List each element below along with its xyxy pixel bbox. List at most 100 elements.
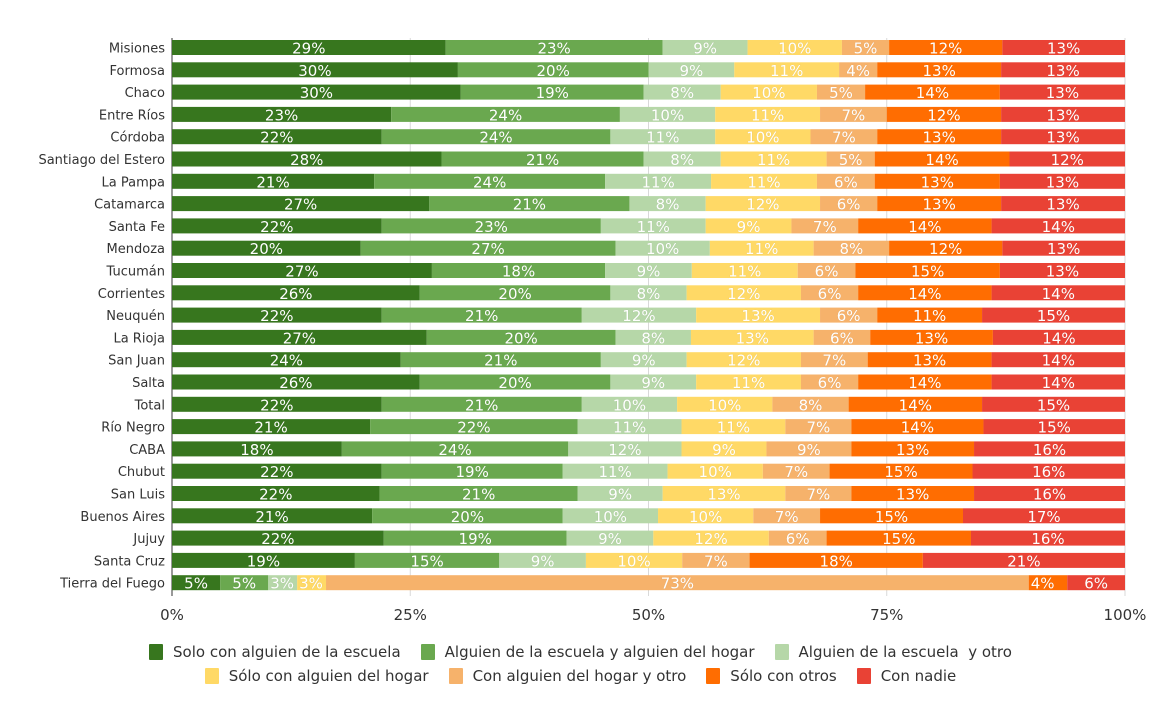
bar-segment[interactable]: [419, 285, 611, 301]
bar-segment[interactable]: [400, 352, 601, 368]
bar-segment[interactable]: [991, 352, 1125, 368]
bar-segment[interactable]: [172, 352, 401, 368]
bar-segment[interactable]: [381, 129, 611, 145]
bar-segment[interactable]: [681, 419, 786, 435]
bar-segment[interactable]: [172, 173, 375, 189]
bar-segment[interactable]: [610, 374, 697, 390]
bar-segment[interactable]: [326, 575, 1029, 591]
bar-segment[interactable]: [820, 196, 878, 212]
bar-segment[interactable]: [577, 486, 663, 501]
bar-segment[interactable]: [886, 106, 1002, 122]
bar-segment[interactable]: [974, 486, 1125, 501]
bar-segment[interactable]: [172, 374, 420, 390]
bar-segment[interactable]: [800, 352, 868, 368]
bar-segment[interactable]: [605, 263, 692, 278]
bar-segment[interactable]: [391, 106, 620, 122]
bar-segment[interactable]: [1001, 106, 1125, 122]
bar-segment[interactable]: [983, 419, 1125, 435]
bar-segment[interactable]: [172, 508, 373, 524]
bar-segment[interactable]: [648, 62, 735, 78]
bar-segment[interactable]: [848, 396, 983, 412]
bar-segment[interactable]: [172, 530, 384, 546]
bar-segment[interactable]: [816, 84, 866, 100]
bar-segment[interactable]: [813, 329, 871, 345]
bar-segment[interactable]: [643, 151, 721, 167]
bar-segment[interactable]: [1002, 40, 1125, 55]
bar-segment[interactable]: [677, 396, 773, 412]
bar-segment[interactable]: [705, 218, 792, 234]
bar-segment[interactable]: [499, 552, 586, 568]
bar-segment[interactable]: [172, 463, 382, 479]
bar-segment[interactable]: [715, 129, 811, 145]
bar-segment[interactable]: [734, 62, 840, 78]
bar-segment[interactable]: [370, 419, 578, 435]
bar-segment[interactable]: [820, 106, 887, 122]
bar-segment[interactable]: [610, 285, 687, 301]
bar-segment[interactable]: [855, 263, 1000, 278]
bar-segment[interactable]: [747, 40, 842, 55]
bar-segment[interactable]: [268, 575, 298, 591]
bar-segment[interactable]: [374, 173, 606, 189]
bar-segment[interactable]: [816, 173, 875, 189]
bar-segment[interactable]: [858, 374, 992, 390]
bar-segment[interactable]: [562, 463, 668, 479]
bar-segment[interactable]: [999, 84, 1125, 100]
legend-item-escuela-otro[interactable]: Alguien de la escuela y otro: [774, 643, 1012, 661]
bar-segment[interactable]: [877, 129, 1002, 145]
bar-segment[interactable]: [172, 552, 355, 568]
bar-segment[interactable]: [379, 486, 578, 501]
bar-segment[interactable]: [711, 173, 817, 189]
bar-segment[interactable]: [581, 396, 678, 412]
bar-segment[interactable]: [1001, 196, 1125, 212]
bar-segment[interactable]: [851, 419, 984, 435]
bar-segment[interactable]: [992, 329, 1125, 345]
bar-segment[interactable]: [381, 463, 563, 479]
bar-segment[interactable]: [172, 575, 221, 591]
bar-segment[interactable]: [172, 240, 361, 256]
bar-segment[interactable]: [653, 530, 769, 546]
bar-segment[interactable]: [691, 263, 798, 278]
bar-segment[interactable]: [991, 218, 1125, 234]
bar-segment[interactable]: [991, 285, 1125, 301]
bar-segment[interactable]: [381, 307, 582, 323]
bar-segment[interactable]: [600, 352, 687, 368]
bar-segment[interactable]: [431, 263, 606, 278]
bar-segment[interactable]: [172, 151, 442, 167]
bar-segment[interactable]: [865, 84, 1000, 100]
bar-segment[interactable]: [460, 84, 644, 100]
bar-segment[interactable]: [383, 530, 567, 546]
bar-segment[interactable]: [426, 329, 616, 345]
bar-segment[interactable]: [766, 441, 852, 457]
bar-segment[interactable]: [220, 575, 269, 591]
bar-segment[interactable]: [581, 307, 697, 323]
bar-segment[interactable]: [999, 263, 1125, 278]
bar-segment[interactable]: [991, 374, 1125, 390]
bar-segment[interactable]: [874, 173, 1000, 189]
bar-segment[interactable]: [705, 196, 821, 212]
bar-segment[interactable]: [867, 352, 992, 368]
bar-segment[interactable]: [826, 530, 971, 546]
bar-segment[interactable]: [429, 196, 630, 212]
bar-segment[interactable]: [974, 441, 1125, 457]
bar-segment[interactable]: [372, 508, 563, 524]
bar-segment[interactable]: [970, 530, 1125, 546]
bar-segment[interactable]: [768, 530, 827, 546]
bar-segment[interactable]: [297, 575, 327, 591]
bar-segment[interactable]: [810, 129, 878, 145]
bar-segment[interactable]: [785, 486, 852, 501]
bar-segment[interactable]: [858, 285, 992, 301]
bar-segment[interactable]: [800, 285, 859, 301]
bar-segment[interactable]: [800, 374, 859, 390]
bar-segment[interactable]: [690, 329, 814, 345]
bar-segment[interactable]: [877, 307, 983, 323]
bar-segment[interactable]: [562, 508, 659, 524]
bar-segment[interactable]: [874, 151, 1010, 167]
bar-segment[interactable]: [797, 263, 856, 278]
legend-item-con-nadie[interactable]: Con nadie: [856, 667, 956, 685]
bar-segment[interactable]: [1001, 62, 1125, 78]
bar-segment[interactable]: [772, 396, 849, 412]
bar-segment[interactable]: [851, 486, 975, 501]
bar-segment[interactable]: [1009, 151, 1125, 167]
bar-segment[interactable]: [982, 396, 1125, 412]
bar-segment[interactable]: [820, 307, 878, 323]
